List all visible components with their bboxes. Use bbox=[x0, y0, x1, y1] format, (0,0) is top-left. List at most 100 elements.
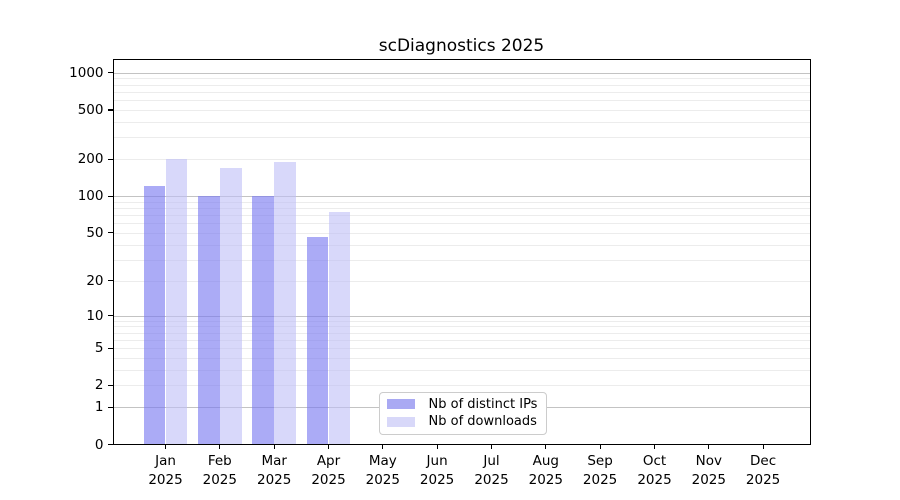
y-tick-mark bbox=[107, 72, 113, 74]
minor-gridline bbox=[113, 244, 811, 246]
y-tick-label: 0 bbox=[94, 436, 104, 453]
x-tick-mark bbox=[545, 444, 547, 449]
major-gridline bbox=[113, 315, 811, 317]
y-tick-label: 10 bbox=[86, 307, 104, 324]
y-tick-mark bbox=[107, 158, 113, 160]
major-gridline bbox=[113, 196, 811, 198]
x-tick-label: Oct 2025 bbox=[623, 452, 687, 491]
x-tick-month: Jul bbox=[483, 452, 500, 469]
x-tick-month: Mar bbox=[261, 452, 287, 469]
y-tick-mark bbox=[107, 109, 113, 111]
minor-gridline bbox=[113, 84, 811, 86]
plot-area bbox=[113, 60, 811, 445]
y-tick-label: 5 bbox=[94, 340, 104, 357]
x-tick-mark bbox=[436, 444, 438, 449]
x-tick-year: 2025 bbox=[528, 472, 563, 488]
minor-gridline bbox=[113, 215, 811, 217]
y-tick-mark bbox=[107, 443, 113, 446]
minor-gridline bbox=[113, 357, 811, 359]
minor-gridline bbox=[113, 159, 811, 161]
x-tick-mark bbox=[219, 444, 221, 449]
legend-swatch bbox=[386, 399, 415, 410]
x-tick-label: Sep 2025 bbox=[568, 452, 632, 491]
x-tick-year: 2025 bbox=[257, 472, 292, 488]
x-tick-month: Aug bbox=[532, 452, 559, 469]
chart-title: scDiagnostics 2025 bbox=[378, 36, 545, 56]
y-tick-mark bbox=[107, 232, 113, 234]
x-tick-month: Apr bbox=[316, 452, 341, 469]
minor-gridline bbox=[113, 369, 811, 371]
x-tick-year: 2025 bbox=[474, 472, 509, 488]
legend-label: Nb of distinct IPs bbox=[428, 396, 538, 412]
minor-gridline bbox=[113, 110, 811, 111]
x-tick-month: Jan bbox=[155, 452, 176, 469]
y-tick-mark bbox=[107, 314, 113, 317]
y-tick-label: 1 bbox=[94, 399, 104, 416]
x-tick-month: May bbox=[368, 452, 397, 469]
x-tick-mark bbox=[382, 444, 384, 449]
bar-distinct-ips bbox=[252, 195, 275, 445]
minor-gridline bbox=[113, 91, 811, 93]
bar-downloads bbox=[165, 158, 188, 445]
y-tick-label: 50 bbox=[86, 224, 104, 241]
y-tick-mark bbox=[107, 280, 113, 282]
bar-downloads bbox=[219, 167, 242, 445]
minor-gridline bbox=[113, 385, 811, 387]
minor-gridline bbox=[113, 201, 811, 203]
x-tick-mark bbox=[708, 444, 710, 449]
x-tick-label: Apr 2025 bbox=[297, 452, 361, 491]
x-tick-month: Feb bbox=[207, 452, 232, 469]
minor-gridline bbox=[113, 320, 811, 322]
x-tick-month: Dec bbox=[750, 452, 777, 469]
x-tick-year: 2025 bbox=[691, 472, 726, 488]
minor-gridline bbox=[113, 223, 811, 225]
x-tick-month: Sep bbox=[587, 452, 613, 469]
y-tick-label: 100 bbox=[77, 188, 104, 205]
y-tick-mark bbox=[107, 195, 113, 197]
minor-gridline bbox=[113, 339, 811, 341]
x-tick-mark bbox=[164, 444, 167, 449]
y-tick-label: 2 bbox=[94, 377, 104, 394]
minor-gridline bbox=[113, 280, 811, 282]
x-tick-year: 2025 bbox=[582, 472, 618, 488]
minor-gridline bbox=[113, 232, 811, 234]
minor-gridline bbox=[113, 137, 811, 139]
minor-gridline bbox=[113, 332, 811, 334]
y-tick-label: 500 bbox=[77, 102, 104, 118]
y-tick-label: 20 bbox=[86, 272, 104, 289]
bar-downloads bbox=[274, 161, 296, 445]
minor-gridline bbox=[113, 100, 811, 102]
x-tick-mark bbox=[327, 444, 330, 449]
x-tick-label: Dec 2025 bbox=[731, 452, 795, 491]
legend-row: Nb of downloads bbox=[380, 414, 546, 429]
minor-gridline bbox=[113, 326, 811, 328]
x-tick-label: Nov 2025 bbox=[677, 452, 741, 491]
x-tick-mark bbox=[599, 444, 601, 449]
x-tick-mark bbox=[273, 444, 275, 449]
x-tick-mark bbox=[762, 444, 764, 449]
x-tick-label: Jan 2025 bbox=[134, 452, 198, 491]
x-tick-label: Mar 2025 bbox=[242, 452, 306, 491]
minor-gridline bbox=[113, 122, 811, 123]
y-tick-mark bbox=[107, 347, 113, 349]
major-gridline bbox=[113, 72, 811, 74]
x-tick-year: 2025 bbox=[637, 472, 672, 488]
y-tick-mark bbox=[107, 406, 113, 408]
minor-gridline bbox=[113, 259, 811, 261]
x-tick-label: Jun 2025 bbox=[405, 452, 469, 491]
x-tick-label: May 2025 bbox=[351, 452, 415, 491]
legend-label: Nb of downloads bbox=[428, 414, 537, 430]
minor-gridline bbox=[113, 348, 811, 350]
minor-gridline bbox=[113, 78, 811, 80]
x-tick-month: Nov bbox=[695, 452, 722, 469]
x-tick-label: Feb 2025 bbox=[188, 452, 252, 491]
legend-swatch bbox=[386, 416, 415, 427]
legend: Nb of distinct IPs Nb of downloads bbox=[378, 391, 547, 435]
x-tick-year: 2025 bbox=[202, 472, 237, 488]
bar-downloads bbox=[328, 212, 351, 445]
y-tick-mark bbox=[107, 384, 113, 386]
bar-distinct-ips bbox=[306, 237, 329, 445]
x-tick-year: 2025 bbox=[365, 472, 400, 488]
y-tick-label: 200 bbox=[77, 151, 104, 168]
